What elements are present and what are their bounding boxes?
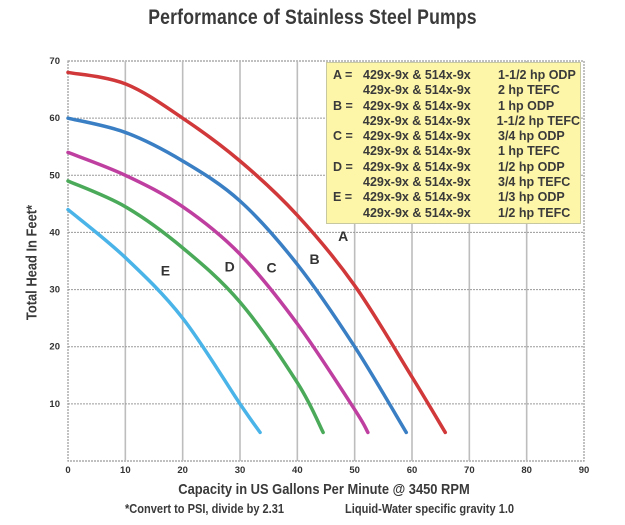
- legend-row: 429x-9x & 514x-9x 1-1/2 hp TEFC: [333, 114, 580, 129]
- x-tick-label: 30: [235, 465, 246, 476]
- y-tick-label: 10: [49, 399, 60, 410]
- footnote-gravity: Liquid-Water specific gravity 1.0: [345, 501, 515, 516]
- legend-row: D = 429x-9x & 514x-9x 1/2 hp ODP: [333, 160, 580, 175]
- legend-hp: 1/3 hp ODP: [498, 190, 565, 205]
- curve-D: [66, 179, 325, 435]
- legend-hp: 1-1/2 hp TEFC: [496, 113, 580, 128]
- legend-key: E =: [333, 190, 353, 205]
- legend-model: 429x-9x & 514x-9x: [363, 129, 471, 144]
- legend-key: [333, 83, 363, 98]
- legend-key: [333, 114, 363, 129]
- curves: [66, 70, 448, 435]
- legend-row: C = 429x-9x & 514x-9x 3/4 hp ODP: [333, 129, 580, 144]
- legend-key: C =: [333, 129, 353, 144]
- x-tick-label: 10: [120, 465, 131, 476]
- legend-hp: 1/2 hp ODP: [498, 159, 565, 174]
- x-tick-label: 90: [579, 465, 590, 476]
- curve-B: [66, 116, 409, 435]
- y-tick-label: 60: [49, 113, 60, 124]
- legend-model: 429x-9x & 514x-9x: [363, 175, 471, 190]
- y-tick-label: 70: [49, 56, 60, 67]
- legend-row: 429x-9x & 514x-9x 1/2 hp TEFC: [333, 206, 580, 221]
- legend-hp: 1/2 hp TEFC: [498, 205, 571, 220]
- y-tick-label: 30: [49, 285, 60, 296]
- legend-model: 429x-9x & 514x-9x: [363, 159, 471, 174]
- legend-model: 429x-9x & 514x-9x: [363, 144, 471, 159]
- curve-label-E: E: [161, 262, 170, 278]
- curve-C: [66, 150, 370, 435]
- x-axis-label: Capacity in US Gallons Per Minute @ 3450…: [178, 481, 470, 498]
- legend-row: B = 429x-9x & 514x-9x 1 hp ODP: [333, 99, 580, 114]
- footnote-psi: *Convert to PSI, divide by 2.31: [125, 501, 285, 516]
- legend-hp: 3/4 hp ODP: [498, 129, 565, 144]
- curve-label-A: A: [338, 228, 348, 244]
- y-tick-label: 20: [49, 342, 60, 353]
- x-tick-label: 20: [177, 465, 188, 476]
- legend-hp: 1 hp TEFC: [498, 144, 560, 159]
- legend-hp: 1 hp ODP: [498, 98, 555, 113]
- legend-key: [333, 144, 363, 159]
- legend-row: E = 429x-9x & 514x-9x 1/3 hp ODP: [333, 190, 580, 205]
- legend-key: A =: [333, 68, 353, 82]
- curve-labels: A B C D E: [161, 228, 348, 278]
- legend-hp: 3/4 hp TEFC: [498, 175, 571, 190]
- legend-row: A = 429x-9x & 514x-9x 1-1/2 hp ODP: [333, 68, 580, 83]
- legend: A = 429x-9x & 514x-9x 1-1/2 hp ODP 429x-9x …: [326, 62, 581, 224]
- tick-labels: 0 10 20 30 40 50 60 70 80 90 10 20 30 40 50 60 70: [49, 56, 589, 476]
- legend-row: 429x-9x & 514x-9x 1 hp TEFC: [333, 144, 580, 159]
- legend-model: 429x-9x & 514x-9x: [363, 68, 471, 82]
- legend-model: 429x-9x & 514x-9x: [363, 205, 471, 220]
- legend-model: 429x-9x & 514x-9x: [362, 113, 471, 128]
- legend-model: 429x-9x & 514x-9x: [363, 83, 471, 98]
- legend-row: 429x-9x & 514x-9x 3/4 hp TEFC: [333, 175, 580, 190]
- x-tick-label: 50: [349, 465, 360, 476]
- y-axis-label: Total Head In Feet*: [23, 204, 41, 321]
- y-tick-label: 50: [49, 170, 60, 181]
- legend-hp: 2 hp TEFC: [498, 83, 560, 98]
- x-tick-label: 60: [407, 465, 418, 476]
- legend-key: B =: [333, 98, 353, 113]
- curve-label-B: B: [309, 251, 319, 267]
- x-tick-label: 0: [65, 465, 70, 476]
- x-tick-label: 70: [464, 465, 475, 476]
- legend-key: D =: [333, 159, 353, 174]
- chart-title: Performance of Stainless Steel Pumps: [148, 6, 477, 29]
- legend-model: 429x-9x & 514x-9x: [363, 190, 471, 205]
- legend-hp: 1-1/2 hp ODP: [498, 68, 576, 82]
- x-tick-label: 40: [292, 465, 303, 476]
- y-tick-label: 40: [49, 227, 60, 238]
- curve-label-C: C: [266, 259, 276, 275]
- curve-label-D: D: [225, 258, 235, 274]
- legend-model: 429x-9x & 514x-9x: [363, 98, 471, 113]
- legend-key: [333, 175, 363, 190]
- legend-row: 429x-9x & 514x-9x 2 hp TEFC: [333, 83, 580, 98]
- curve-A: [66, 70, 448, 435]
- curve-E: [66, 207, 262, 435]
- plot-frame: [67, 60, 585, 462]
- x-tick-label: 80: [521, 465, 532, 476]
- legend-key: [333, 206, 363, 221]
